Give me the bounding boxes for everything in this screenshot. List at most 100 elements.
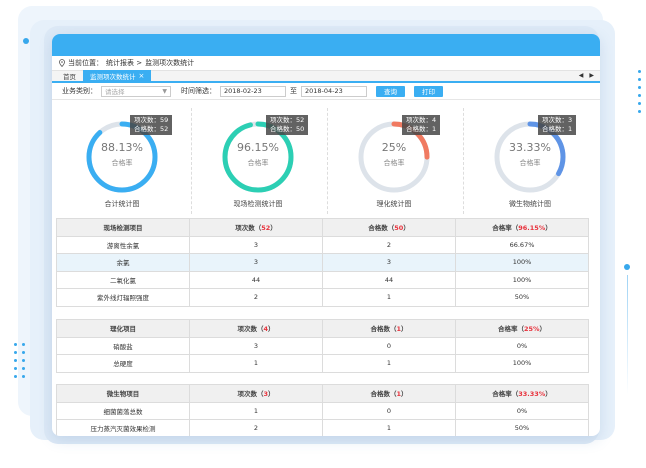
tooltip-count: 项次数：52 (270, 116, 305, 124)
decorative-dot (23, 38, 29, 44)
column-header: 项次数（4） (189, 319, 323, 338)
column-header: 合格数（1） (322, 384, 456, 403)
column-header: 项次数（52） (189, 218, 323, 237)
location-pin-icon (59, 59, 65, 67)
table-row[interactable]: 二氧化氯 44 44 100% (56, 270, 589, 289)
table-cell: 压力蒸汽灭菌效果检测 (56, 419, 190, 436)
chart-tooltip: 项次数：52 合格数：50 (266, 115, 309, 135)
table-cell: 总硬度 (56, 354, 190, 373)
percent-value: 33.33% (509, 141, 551, 154)
chart-title: 微生物统计图 (509, 200, 551, 208)
query-button[interactable]: 查询 (376, 85, 405, 97)
date-separator: 至 (290, 87, 297, 95)
column-header: 项次数（3） (189, 384, 323, 403)
table-row[interactable]: 硝酸盐 3 0 0% (56, 336, 589, 355)
table-header-row: 理化项目 项次数（4） 合格数（1） 合格率（25%） (56, 319, 589, 338)
table-row[interactable]: 压力蒸汽灭菌效果检测 2 1 50% (56, 419, 589, 436)
table-cell: 44 (189, 270, 323, 289)
top-bar (52, 34, 600, 56)
table-cell: 二氧化氯 (56, 270, 190, 289)
chart-tooltip: 项次数：3 合格数：1 (538, 115, 577, 135)
rate-label: 合格率 (111, 159, 133, 167)
chart-physicochemical: 25% 合格率 理化统计图 项次数：4 合格数：1 (328, 108, 464, 214)
table-row[interactable]: 细菌菌落总数 1 0 0% (56, 401, 589, 420)
table-cell: 50% (455, 288, 589, 307)
tooltip-count: 项次数：59 (134, 116, 169, 124)
table-header-row: 微生物项目 项次数（3） 合格数（1） 合格率（33.33%） (56, 384, 589, 403)
decorative-dots (638, 70, 641, 113)
chart-total: 88.13% 合格率 合计统计图 项次数：59 合格数：52 (56, 108, 192, 214)
tab-home-label: 首页 (63, 72, 76, 81)
business-type-placeholder: 请选择 (105, 88, 125, 96)
table-cell: 100% (455, 354, 589, 373)
table-cell: 0% (455, 336, 589, 355)
date-to-value: 2018-04-23 (305, 87, 343, 95)
table-cell: 3 (189, 336, 323, 355)
column-header: 合格率（33.33%） (455, 384, 589, 403)
chevron-down-icon: ▼ (162, 87, 167, 95)
donut-arc (358, 121, 430, 193)
tooltip-count: 项次数：3 (542, 116, 573, 124)
date-from-value: 2018-02-23 (224, 87, 262, 95)
table-cell: 2 (189, 419, 323, 436)
print-button[interactable]: 打印 (414, 85, 443, 97)
table-row[interactable]: 游离性余氯 3 2 66.67% (56, 235, 589, 254)
percent-value: 25% (381, 141, 407, 154)
donut-arc (222, 121, 294, 193)
table-cell: 硝酸盐 (56, 336, 190, 355)
chart-title: 合计统计图 (104, 200, 140, 208)
tab-monitoring-stats-label: 监测项次数统计 (90, 72, 136, 81)
donut-chart (358, 121, 430, 193)
rate-label: 合格率 (519, 159, 541, 167)
table-cell: 1 (322, 288, 456, 307)
tooltip-passed: 合格数：1 (406, 125, 437, 133)
table-cell: 1 (322, 419, 456, 436)
table-cell: 0 (322, 336, 456, 355)
close-icon[interactable]: × (138, 71, 145, 80)
microbial-table: 微生物项目 项次数（3） 合格数（1） 合格率（33.33%） 细菌菌落总数 1… (56, 384, 589, 436)
breadcrumb-prefix: 当前位置： (68, 59, 103, 67)
business-type-select[interactable]: 请选择 ▼ (101, 85, 171, 97)
table-cell: 3 (189, 253, 323, 272)
tab-bar: 首页 监测项次数统计 × ◀ ▶ (52, 70, 600, 83)
decorative-dots (14, 343, 25, 378)
chart-title: 现场检测统计图 (233, 200, 283, 208)
donut-chart (494, 121, 566, 193)
table-cell: 50% (455, 419, 589, 436)
table-cell: 余氯 (56, 253, 190, 272)
column-header: 微生物项目 (56, 384, 190, 403)
time-filter-label: 时间筛选： (181, 87, 216, 95)
date-to-input[interactable]: 2018-04-23 (301, 85, 367, 97)
percent-value: 96.15% (237, 141, 279, 154)
decorative-dot (624, 264, 630, 270)
table-cell: 0% (455, 401, 589, 420)
table-row[interactable]: 紫外线灯辐照强度 2 1 50% (56, 288, 589, 307)
table-row[interactable]: 余氯 3 3 100% (56, 253, 589, 272)
business-type-label: 业务类别： (62, 87, 97, 95)
chevron-right-icon[interactable]: ▶ (589, 72, 594, 79)
table-cell: 2 (322, 235, 456, 254)
donut-arc (494, 121, 566, 193)
chart-field-test: 96.15% 合格率 现场检测统计图 项次数：52 合格数：50 (192, 108, 328, 214)
table-cell: 100% (455, 270, 589, 289)
tab-monitoring-stats[interactable]: 监测项次数统计 × (83, 70, 152, 81)
breadcrumb-item-reports[interactable]: 统计报表 > (106, 59, 143, 67)
table-cell: 2 (189, 288, 323, 307)
breadcrumb: 当前位置： 统计报表 > 监测项次数统计 (52, 56, 600, 71)
chart-tooltip: 项次数：4 合格数：1 (402, 115, 441, 135)
tab-home[interactable]: 首页 (56, 70, 83, 81)
date-from-input[interactable]: 2018-02-23 (220, 85, 286, 97)
table-cell: 1 (189, 354, 323, 373)
tooltip-passed: 合格数：52 (134, 125, 169, 133)
table-cell: 66.67% (455, 235, 589, 254)
charts-row: 88.13% 合格率 合计统计图 项次数：59 合格数：52 96.15% 合格… (52, 108, 600, 214)
table-cell: 细菌菌落总数 (56, 401, 190, 420)
column-header: 合格率（96.15%） (455, 218, 589, 237)
chart-tooltip: 项次数：59 合格数：52 (130, 115, 173, 135)
chevron-left-icon[interactable]: ◀ (578, 72, 584, 79)
chart-microbial: 33.33% 合格率 微生物统计图 项次数：3 合格数：1 (464, 108, 600, 214)
table-header-row: 现场检测项目 项次数（52） 合格数（50） 合格率（96.15%） (56, 218, 589, 237)
table-row[interactable]: 总硬度 1 1 100% (56, 354, 589, 373)
table-cell: 100% (455, 253, 589, 272)
physicochemical-table: 理化项目 项次数（4） 合格数（1） 合格率（25%） 硝酸盐 3 0 0% 总… (56, 319, 589, 373)
